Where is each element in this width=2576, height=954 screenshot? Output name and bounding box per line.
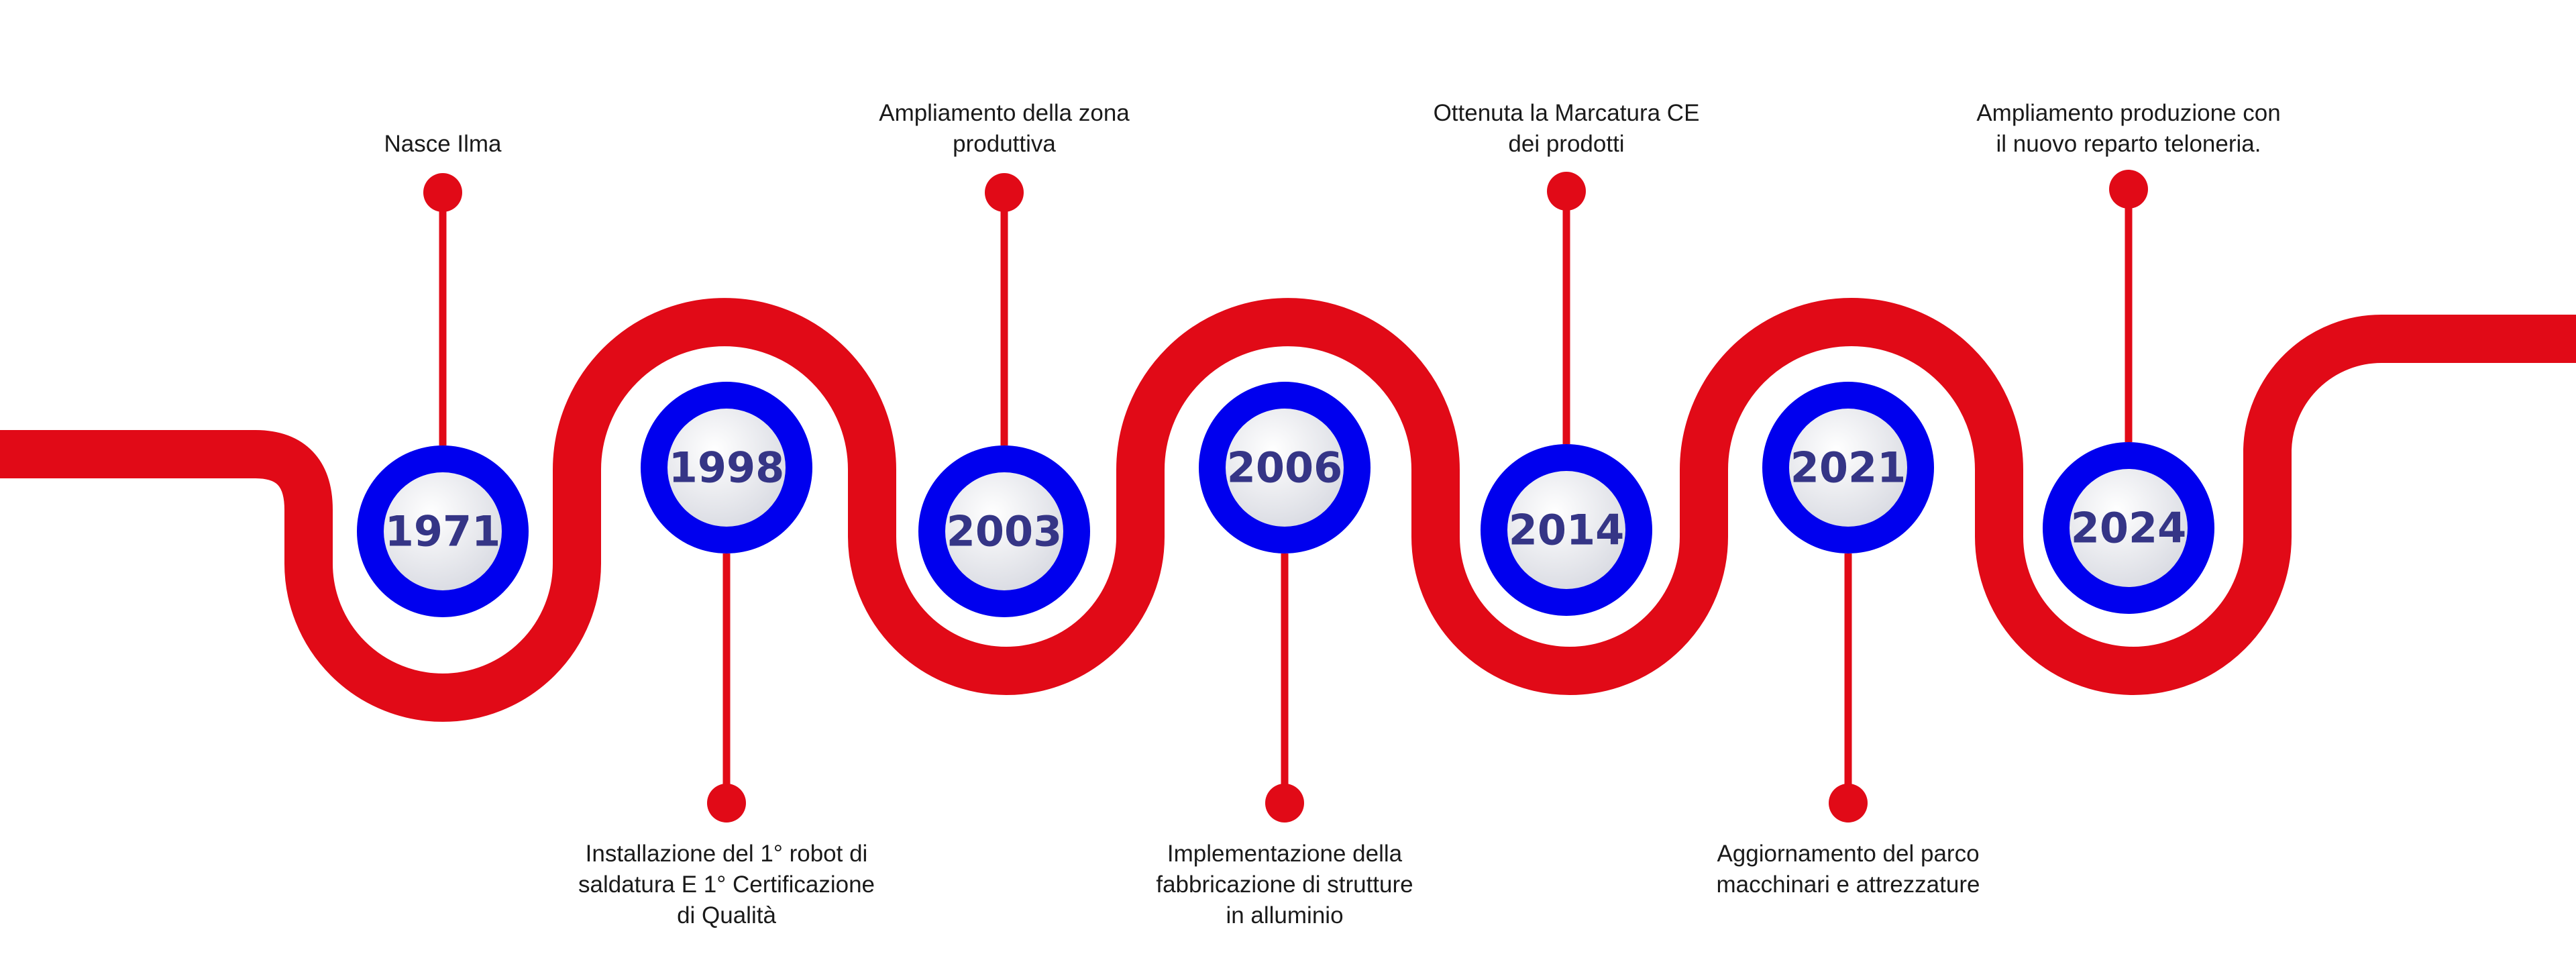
milestone-2021: 2021 (1762, 382, 1934, 823)
year-disc (1226, 409, 1344, 527)
milestone-2003: 2003 (918, 173, 1090, 617)
connector-dot (985, 173, 1024, 212)
year-disc (2070, 469, 2188, 587)
serpentine-road (0, 298, 2576, 722)
year-disc (667, 409, 786, 527)
connector-dot (1547, 172, 1586, 211)
connector-dot (423, 173, 462, 212)
year-disc (384, 472, 502, 590)
milestone-description: Ottenuta la Marcatura CE dei prodotti (1433, 100, 1700, 157)
milestone-description: Implementazione della fabbricazione di s… (1156, 841, 1413, 929)
milestone-2014: 2014 (1481, 172, 1652, 616)
connector-dot (1265, 784, 1304, 823)
milestone-1998: 1998 (641, 382, 812, 823)
year-label: 2024 (2071, 504, 2187, 553)
milestone-description: Ampliamento della zona produttiva (879, 100, 1130, 157)
milestone-2024: 2024 (2043, 170, 2214, 614)
year-label: 1971 (385, 507, 501, 556)
year-label: 2014 (1509, 506, 1625, 555)
year-label: 1998 (669, 443, 785, 492)
connector-dot (2109, 170, 2148, 209)
year-label: 2021 (1790, 443, 1907, 492)
milestone-description: Installazione del 1° robot di saldatura … (578, 841, 875, 929)
milestone-2006: 2006 (1199, 382, 1371, 823)
milestone-description: Nasce Ilma (384, 131, 502, 157)
year-label: 2006 (1227, 443, 1343, 492)
connector-dot (707, 784, 746, 823)
milestone-1971: 1971 (357, 173, 529, 617)
milestone-description: Ampliamento produzione con il nuovo repa… (1976, 100, 2281, 157)
milestone-description: Aggiornamento del parco macchinari e att… (1716, 841, 1980, 898)
connector-dot (1829, 784, 1868, 823)
year-disc (1789, 409, 1907, 527)
year-disc (1507, 471, 1625, 589)
year-disc (945, 472, 1063, 590)
year-label: 2003 (947, 507, 1063, 556)
